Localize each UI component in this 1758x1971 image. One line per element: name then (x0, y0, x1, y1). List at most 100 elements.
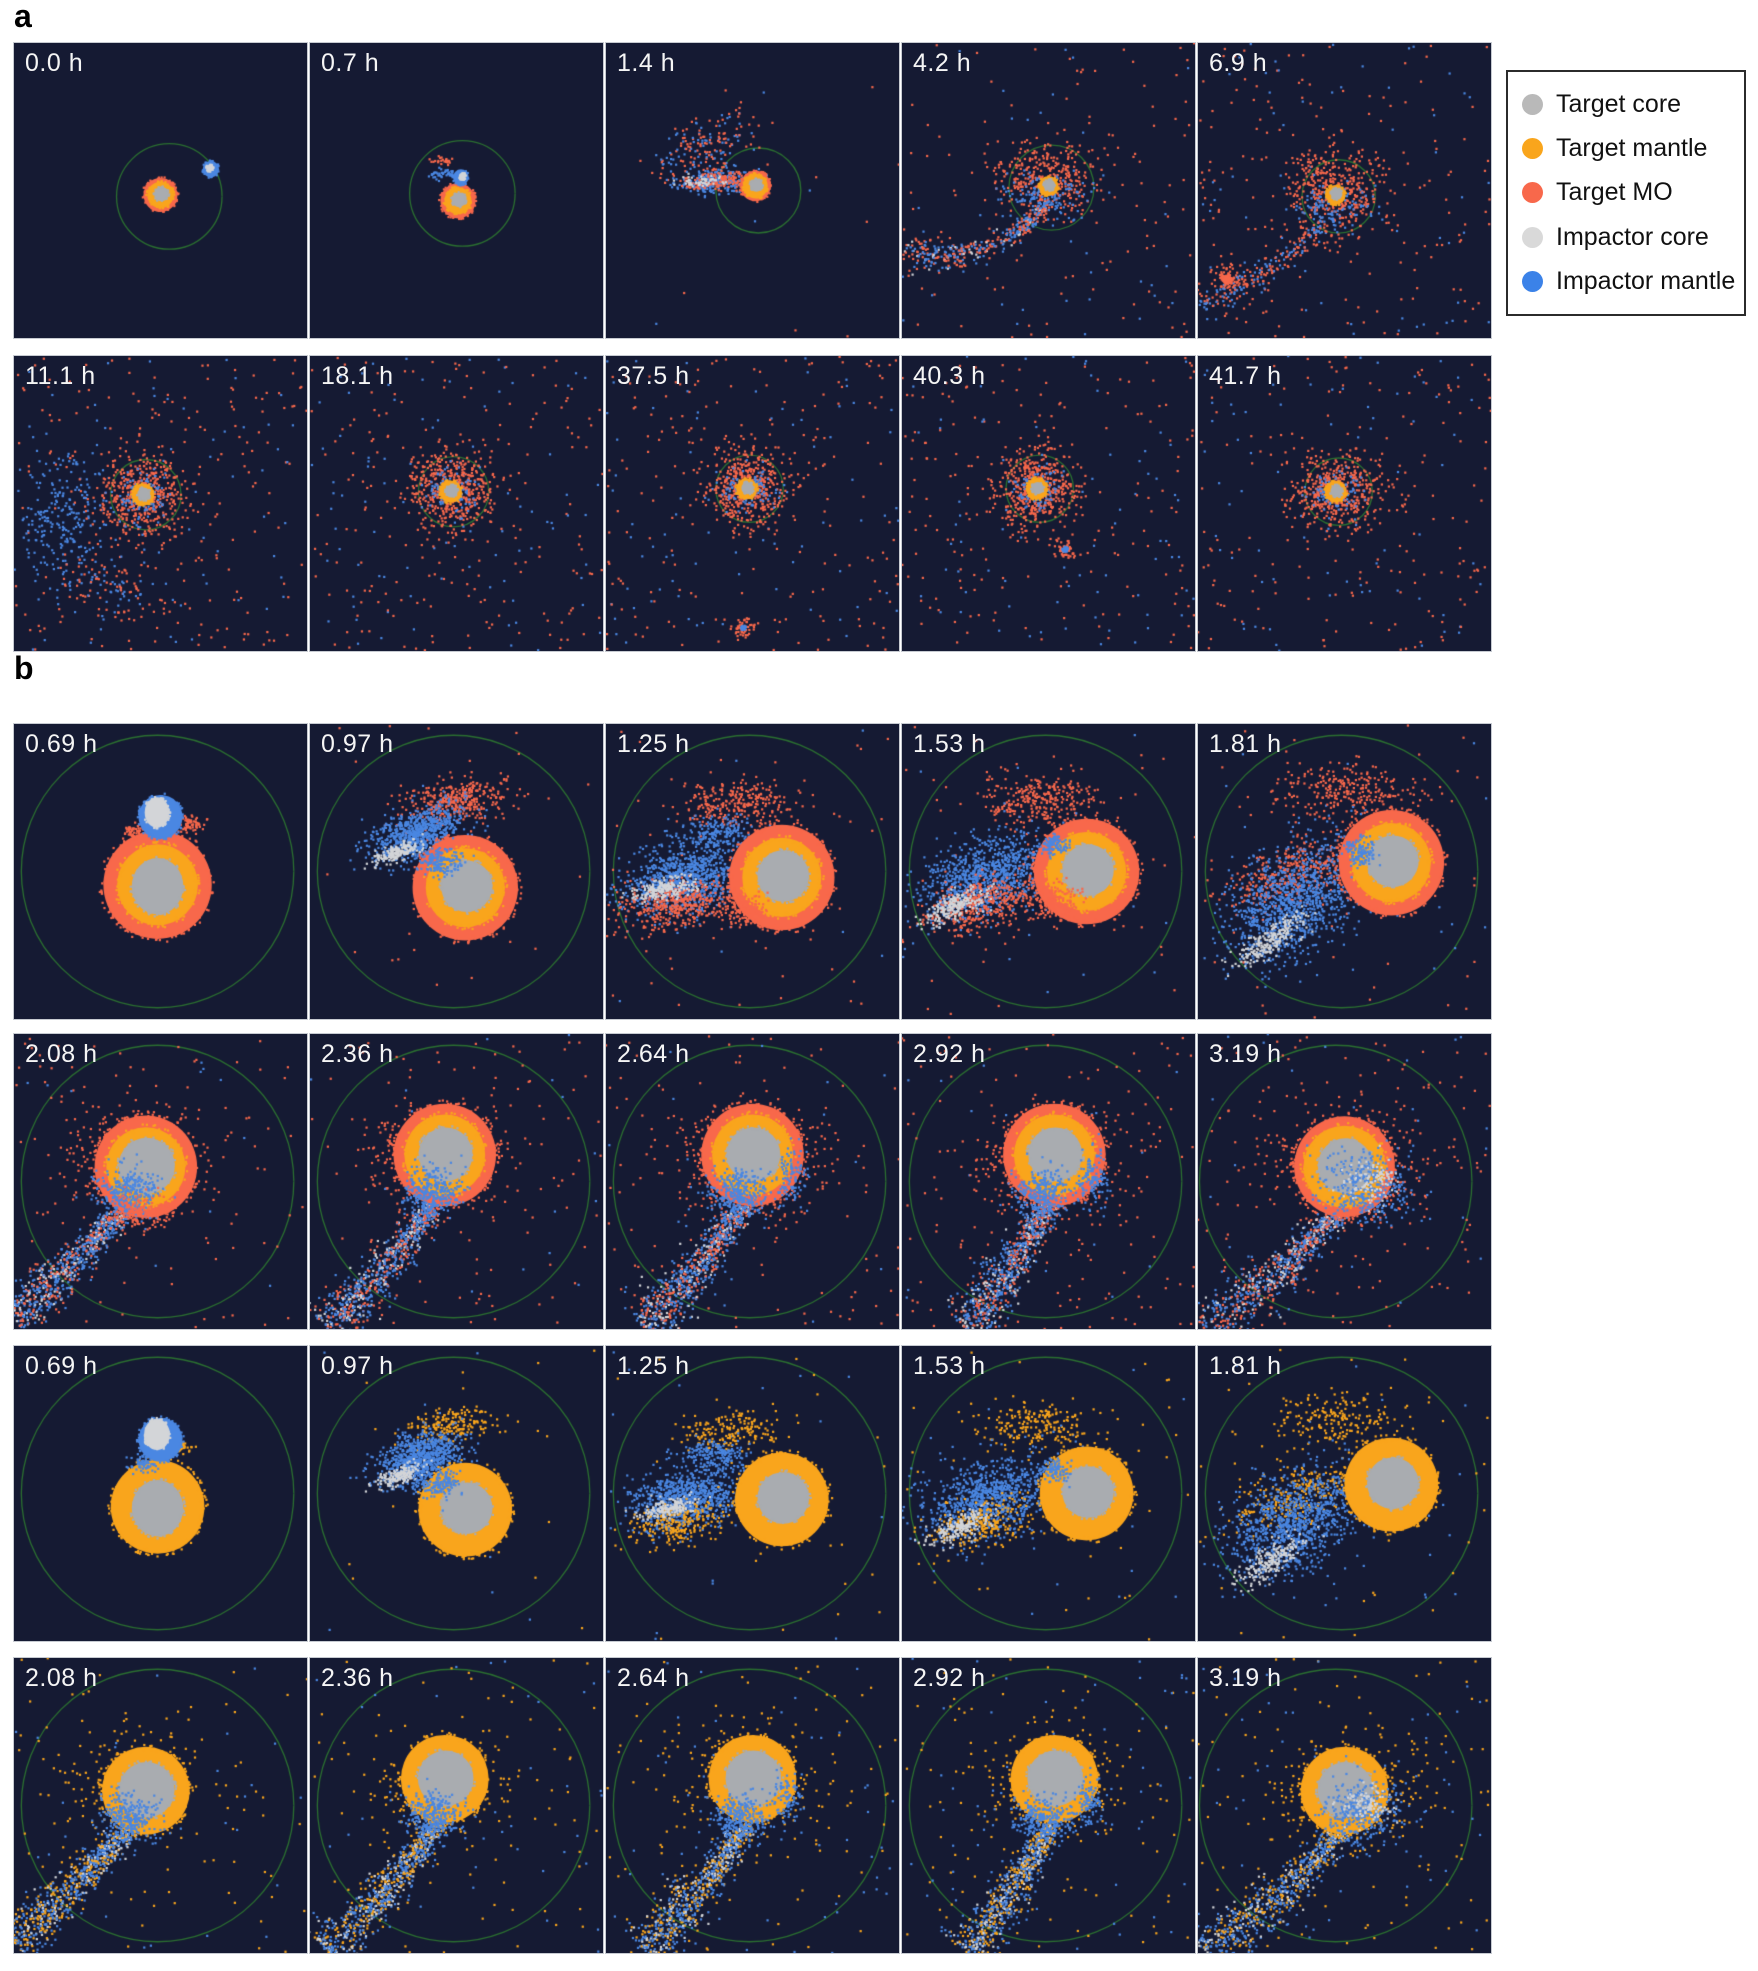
frame-a-r0-c0: 0.0 h (13, 42, 308, 339)
panel-a-row-1: 11.1 h 18.1 h 37.5 h 40.3 h 41.7 h (13, 355, 1492, 652)
panel-a-row-0: 0.0 h 0.7 h 1.4 h 4.2 h 6.9 h (13, 42, 1492, 339)
legend-swatch-impactor-core (1522, 226, 1543, 248)
time-label: 1.53 h (913, 730, 986, 758)
legend-label-impactor-mantle: Impactor mantle (1556, 267, 1736, 296)
simulation-canvas (606, 43, 899, 338)
legend-item-target-mantle: Target mantle (1522, 134, 1730, 163)
time-label: 0.0 h (25, 49, 84, 77)
frame-b-r0-c2: 1.25 h (605, 723, 900, 1020)
frame-b-r3-c4: 3.19 h (1197, 1657, 1492, 1954)
time-label: 40.3 h (913, 362, 986, 390)
simulation-canvas (902, 356, 1195, 651)
time-label: 37.5 h (617, 362, 690, 390)
time-label: 2.92 h (913, 1040, 986, 1068)
frame-a-r1-c1: 18.1 h (309, 355, 604, 652)
panel-b-row-2: 0.69 h 0.97 h 1.25 h 1.53 h 1.81 h (13, 1345, 1492, 1642)
simulation-canvas (606, 1034, 899, 1329)
legend-item-target-mo: Target MO (1522, 178, 1730, 207)
simulation-canvas (902, 1658, 1195, 1953)
legend-label-impactor-core: Impactor core (1556, 222, 1709, 251)
time-label: 2.36 h (321, 1664, 394, 1692)
frame-b-r2-c0: 0.69 h (13, 1345, 308, 1642)
frame-a-r1-c2: 37.5 h (605, 355, 900, 652)
frame-a-r0-c4: 6.9 h (1197, 42, 1492, 339)
panel-b-row-1: 2.08 h 2.36 h 2.64 h 2.92 h 3.19 h (13, 1033, 1492, 1330)
time-label: 6.9 h (1209, 49, 1268, 77)
frame-b-r1-c0: 2.08 h (13, 1033, 308, 1330)
frame-b-r3-c0: 2.08 h (13, 1657, 308, 1954)
legend-swatch-impactor-mantle (1522, 271, 1543, 293)
frame-a-r1-c3: 40.3 h (901, 355, 1196, 652)
frame-a-r1-c4: 41.7 h (1197, 355, 1492, 652)
legend-swatch-target-mantle (1522, 138, 1543, 160)
time-label: 2.36 h (321, 1040, 394, 1068)
simulation-canvas (606, 356, 899, 651)
simulation-canvas (606, 724, 899, 1019)
legend-label-target-core: Target core (1556, 89, 1682, 118)
legend-item-impactor-core: Impactor core (1522, 223, 1730, 252)
frame-a-r0-c2: 1.4 h (605, 42, 900, 339)
simulation-canvas (310, 724, 603, 1019)
legend: Target core Target mantle Target MO Impa… (1506, 70, 1746, 316)
time-label: 11.1 h (25, 362, 96, 390)
time-label: 1.4 h (617, 49, 676, 77)
frame-a-r0-c1: 0.7 h (309, 42, 604, 339)
time-label: 18.1 h (321, 362, 394, 390)
simulation-canvas (310, 1658, 603, 1953)
time-label: 3.19 h (1209, 1040, 1282, 1068)
frame-b-r0-c1: 0.97 h (309, 723, 604, 1020)
simulation-canvas (1198, 1346, 1491, 1641)
frame-b-r3-c1: 2.36 h (309, 1657, 604, 1954)
legend-label-target-mo: Target MO (1556, 178, 1673, 207)
simulation-canvas (310, 356, 603, 651)
simulation-canvas (14, 43, 307, 338)
simulation-canvas (14, 356, 307, 651)
time-label: 41.7 h (1209, 362, 1282, 390)
simulation-canvas (902, 724, 1195, 1019)
simulation-canvas (14, 1658, 307, 1953)
legend-swatch-target-mo (1522, 182, 1543, 204)
frame-b-r1-c4: 3.19 h (1197, 1033, 1492, 1330)
legend-label-target-mantle: Target mantle (1556, 134, 1708, 163)
frame-a-r1-c0: 11.1 h (13, 355, 308, 652)
simulation-canvas (1198, 1658, 1491, 1953)
simulation-canvas (1198, 43, 1491, 338)
frame-b-r3-c3: 2.92 h (901, 1657, 1196, 1954)
frame-b-r3-c2: 2.64 h (605, 1657, 900, 1954)
simulation-canvas (1198, 1034, 1491, 1329)
simulation-canvas (310, 1346, 603, 1641)
time-label: 3.19 h (1209, 1664, 1282, 1692)
time-label: 0.97 h (321, 1352, 394, 1380)
panel-b-row-0: 0.69 h 0.97 h 1.25 h 1.53 h 1.81 h (13, 723, 1492, 1020)
simulation-canvas (14, 1346, 307, 1641)
panel-b-label: b (14, 650, 34, 686)
frame-b-r1-c3: 2.92 h (901, 1033, 1196, 1330)
time-label: 1.81 h (1209, 730, 1282, 758)
simulation-canvas (1198, 724, 1491, 1019)
time-label: 1.25 h (617, 730, 690, 758)
legend-item-target-core: Target core (1522, 90, 1730, 119)
simulation-canvas (606, 1658, 899, 1953)
time-label: 4.2 h (913, 49, 972, 77)
frame-b-r0-c3: 1.53 h (901, 723, 1196, 1020)
frame-b-r2-c2: 1.25 h (605, 1345, 900, 1642)
simulation-canvas (14, 724, 307, 1019)
simulation-canvas (310, 43, 603, 338)
simulation-canvas (902, 1034, 1195, 1329)
panel-b-row-3: 2.08 h 2.36 h 2.64 h 2.92 h 3.19 h (13, 1657, 1492, 1954)
simulation-canvas (1198, 356, 1491, 651)
time-label: 0.69 h (25, 730, 98, 758)
time-label: 1.25 h (617, 1352, 690, 1380)
legend-swatch-target-core (1522, 93, 1543, 115)
frame-b-r1-c2: 2.64 h (605, 1033, 900, 1330)
frame-b-r2-c3: 1.53 h (901, 1345, 1196, 1642)
time-label: 1.81 h (1209, 1352, 1282, 1380)
time-label: 0.97 h (321, 730, 394, 758)
simulation-canvas (14, 1034, 307, 1329)
legend-item-impactor-mantle: Impactor mantle (1522, 267, 1735, 296)
simulation-canvas (902, 1346, 1195, 1641)
frame-b-r0-c4: 1.81 h (1197, 723, 1492, 1020)
simulation-canvas (902, 43, 1195, 338)
panel-a-label: a (14, 0, 32, 34)
